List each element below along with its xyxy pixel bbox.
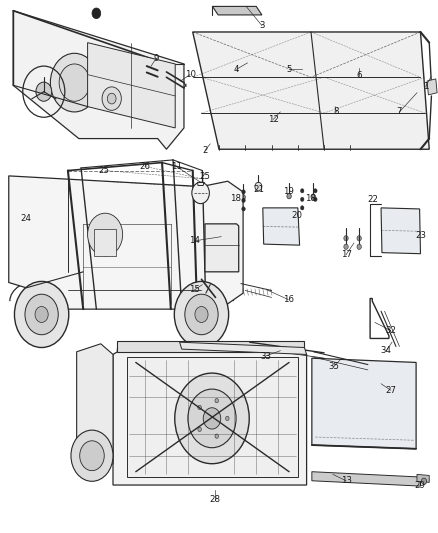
Circle shape — [80, 441, 104, 471]
Polygon shape — [193, 32, 429, 149]
Text: 35: 35 — [328, 362, 339, 371]
Circle shape — [36, 82, 52, 101]
Circle shape — [195, 306, 208, 322]
Text: 18: 18 — [305, 194, 317, 203]
Circle shape — [192, 182, 209, 204]
Circle shape — [188, 389, 236, 448]
Circle shape — [14, 281, 69, 348]
Circle shape — [92, 8, 101, 19]
Circle shape — [255, 182, 262, 191]
Text: 8: 8 — [334, 108, 339, 116]
Text: 6: 6 — [357, 71, 362, 80]
Circle shape — [226, 416, 229, 421]
Circle shape — [242, 207, 245, 211]
Text: 13: 13 — [340, 477, 352, 485]
Text: 9: 9 — [153, 54, 159, 63]
Circle shape — [357, 244, 361, 249]
Polygon shape — [117, 341, 304, 352]
Circle shape — [314, 189, 317, 193]
Polygon shape — [427, 79, 437, 95]
Circle shape — [50, 53, 99, 112]
Circle shape — [107, 93, 116, 104]
Text: 14: 14 — [189, 237, 200, 245]
Text: 20: 20 — [291, 211, 303, 220]
Polygon shape — [312, 472, 420, 486]
Circle shape — [174, 281, 229, 348]
Text: 18: 18 — [230, 194, 241, 203]
Polygon shape — [212, 6, 262, 15]
Circle shape — [198, 405, 201, 409]
Circle shape — [242, 190, 245, 194]
Text: 5: 5 — [286, 65, 292, 74]
Text: 21: 21 — [253, 185, 264, 194]
Text: 25: 25 — [99, 166, 110, 175]
Text: 17: 17 — [340, 251, 352, 259]
Text: 16: 16 — [283, 295, 294, 304]
Circle shape — [421, 478, 427, 484]
Text: 12: 12 — [268, 115, 279, 124]
Circle shape — [198, 427, 201, 432]
Circle shape — [71, 430, 113, 481]
Circle shape — [88, 213, 123, 256]
Circle shape — [287, 193, 291, 199]
Polygon shape — [127, 357, 298, 477]
Text: 22: 22 — [367, 195, 379, 204]
Circle shape — [344, 236, 348, 241]
Polygon shape — [113, 349, 307, 485]
Text: 33: 33 — [260, 352, 271, 360]
Polygon shape — [180, 342, 307, 354]
Circle shape — [185, 294, 218, 335]
Text: 34: 34 — [381, 346, 392, 355]
Text: 25: 25 — [199, 173, 211, 181]
Text: 29: 29 — [414, 481, 425, 489]
Circle shape — [203, 408, 221, 429]
Circle shape — [175, 373, 249, 464]
Polygon shape — [13, 11, 184, 149]
Text: 26: 26 — [139, 162, 150, 171]
Polygon shape — [312, 358, 416, 449]
Circle shape — [311, 194, 315, 199]
Text: 19: 19 — [283, 188, 293, 196]
Text: 10: 10 — [184, 70, 196, 79]
Polygon shape — [9, 176, 243, 309]
Polygon shape — [77, 344, 113, 474]
Text: 32: 32 — [385, 326, 396, 335]
Circle shape — [215, 399, 219, 403]
Text: 7: 7 — [397, 108, 402, 116]
Text: 27: 27 — [385, 386, 396, 394]
Circle shape — [314, 197, 317, 201]
Text: 11: 11 — [170, 162, 182, 171]
Text: 4: 4 — [234, 65, 239, 74]
Circle shape — [300, 206, 304, 210]
Circle shape — [25, 294, 58, 335]
Text: 28: 28 — [209, 496, 220, 504]
Polygon shape — [263, 208, 300, 245]
Text: 1: 1 — [423, 82, 428, 91]
Text: 23: 23 — [415, 231, 426, 240]
Text: 3: 3 — [259, 21, 265, 30]
Text: 24: 24 — [20, 214, 31, 223]
Text: 15: 15 — [189, 286, 200, 294]
Circle shape — [357, 236, 361, 241]
Circle shape — [102, 87, 121, 110]
Polygon shape — [198, 182, 204, 185]
Polygon shape — [417, 474, 429, 482]
Polygon shape — [94, 229, 116, 256]
Circle shape — [242, 198, 245, 203]
Circle shape — [59, 64, 90, 101]
Circle shape — [241, 195, 245, 200]
Polygon shape — [381, 208, 420, 254]
Polygon shape — [205, 224, 239, 272]
Circle shape — [344, 244, 348, 249]
Circle shape — [300, 197, 304, 201]
Polygon shape — [88, 43, 175, 128]
Circle shape — [300, 189, 304, 193]
Circle shape — [35, 306, 48, 322]
Circle shape — [215, 434, 219, 438]
Text: 2: 2 — [202, 146, 208, 155]
